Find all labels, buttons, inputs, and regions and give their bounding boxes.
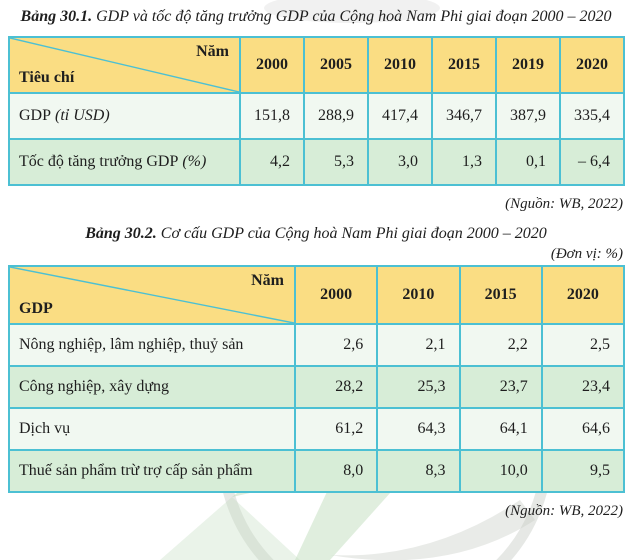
value-cell: 288,9: [303, 92, 369, 140]
table2-unit-note: (Đơn vị: %): [550, 246, 623, 262]
value-cell: 61,2: [293, 407, 379, 451]
corner-label-year: Năm: [196, 43, 229, 60]
corner-label-year: Năm: [251, 272, 284, 289]
value-cell: 0,1: [495, 138, 561, 186]
value-cell: 10,0: [458, 449, 543, 493]
table-row: Công nghiệp, xây dựng 28,2 25,3 23,7 23,4: [8, 365, 626, 409]
year-header: 2000: [293, 265, 379, 325]
table-row: Nông nghiệp, lâm nghiệp, thuỷ sản 2,6 2,1 2…: [8, 323, 626, 367]
row-label: GDP (tỉ USD): [8, 92, 241, 140]
table-row: Tốc độ tăng trưởng GDP (%) 4,2 5,3 3,0 1,3 0,…: [8, 138, 625, 186]
value-cell: 64,6: [540, 407, 626, 451]
row-label: Thuế sản phẩm trừ trợ cấp sản phẩm: [8, 449, 296, 493]
value-cell: 64,1: [458, 407, 543, 451]
row-label: Tốc độ tăng trưởng GDP (%): [8, 138, 241, 186]
value-cell: 8,3: [376, 449, 461, 493]
corner-label-category: Tiêu chí: [19, 69, 75, 86]
table-row: Dịch vụ 61,2 64,3 64,1 64,6: [8, 407, 626, 451]
year-header: 2010: [367, 36, 433, 94]
table1-gdp-growth: Năm Tiêu chí 2000 2005 2010 2015 2019 2020 GDP (…: [8, 36, 625, 186]
header-row: Năm Tiêu chí 2000 2005 2010 2015 2019 2020: [8, 36, 625, 94]
year-header: 2015: [458, 265, 543, 325]
row-label: Nông nghiệp, lâm nghiệp, thuỷ sản: [8, 323, 296, 367]
corner-label-category: GDP: [19, 300, 53, 317]
year-header: 2000: [239, 36, 305, 94]
table2-gdp-structure: Năm GDP 2000 2010 2015 2020 Nông nghiệp, lâm n…: [8, 265, 626, 493]
row-label: Dịch vụ: [8, 407, 296, 451]
year-header: 2005: [303, 36, 369, 94]
row-label: Công nghiệp, xây dựng: [8, 365, 296, 409]
table2-title: Bảng 30.2. Cơ cấu GDP của Cộng hoà Nam Ph…: [7, 224, 625, 244]
year-header: 2020: [559, 36, 625, 94]
value-cell: 25,3: [376, 365, 461, 409]
corner-cell: Năm GDP: [8, 265, 296, 325]
table2-title-text: Cơ cấu GDP của Cộng hoà Nam Phi giai đoạ…: [160, 225, 547, 242]
corner-cell: Năm Tiêu chí: [8, 36, 241, 94]
value-cell: 417,4: [367, 92, 433, 140]
value-cell: 5,3: [303, 138, 369, 186]
table1-title: Bảng 30.1. GDP và tốc độ tăng trưởng GDP …: [7, 7, 625, 27]
value-cell: 2,1: [376, 323, 461, 367]
value-cell: 346,7: [431, 92, 497, 140]
header-row: Năm GDP 2000 2010 2015 2020: [8, 265, 626, 325]
value-cell: 3,0: [367, 138, 433, 186]
year-header: 2010: [376, 265, 461, 325]
value-cell: 4,2: [239, 138, 305, 186]
table-row: Thuế sản phẩm trừ trợ cấp sản phẩm 8,0 8,3…: [8, 449, 626, 493]
value-cell: 23,7: [458, 365, 543, 409]
value-cell: – 6,4: [559, 138, 625, 186]
value-cell: 335,4: [559, 92, 625, 140]
value-cell: 23,4: [540, 365, 626, 409]
value-cell: 28,2: [293, 365, 379, 409]
diagonal-divider: [10, 267, 294, 323]
table2-source-note: (Nguồn: WB, 2022): [505, 503, 623, 519]
row-label-unit: (tỉ USD): [51, 107, 110, 124]
value-cell: 2,6: [293, 323, 379, 367]
table1-title-label: Bảng 30.1.: [20, 8, 93, 25]
diagonal-divider: [10, 38, 239, 92]
table-row: GDP (tỉ USD) 151,8 288,9 417,4 346,7 387,9 335…: [8, 92, 625, 140]
value-cell: 1,3: [431, 138, 497, 186]
value-cell: 151,8: [239, 92, 305, 140]
year-header: 2020: [540, 265, 626, 325]
table2-title-label: Bảng 30.2.: [85, 225, 157, 242]
table1-source-note: (Nguồn: WB, 2022): [505, 196, 623, 212]
value-cell: 8,0: [293, 449, 379, 493]
year-header: 2019: [495, 36, 561, 94]
table1-title-text: GDP và tốc độ tăng trưởng GDP của Cộng h…: [96, 8, 612, 25]
value-cell: 9,5: [540, 449, 626, 493]
value-cell: 2,5: [540, 323, 626, 367]
value-cell: 2,2: [458, 323, 543, 367]
value-cell: 64,3: [376, 407, 461, 451]
year-header: 2015: [431, 36, 497, 94]
value-cell: 387,9: [495, 92, 561, 140]
row-label-unit: (%): [178, 153, 207, 170]
